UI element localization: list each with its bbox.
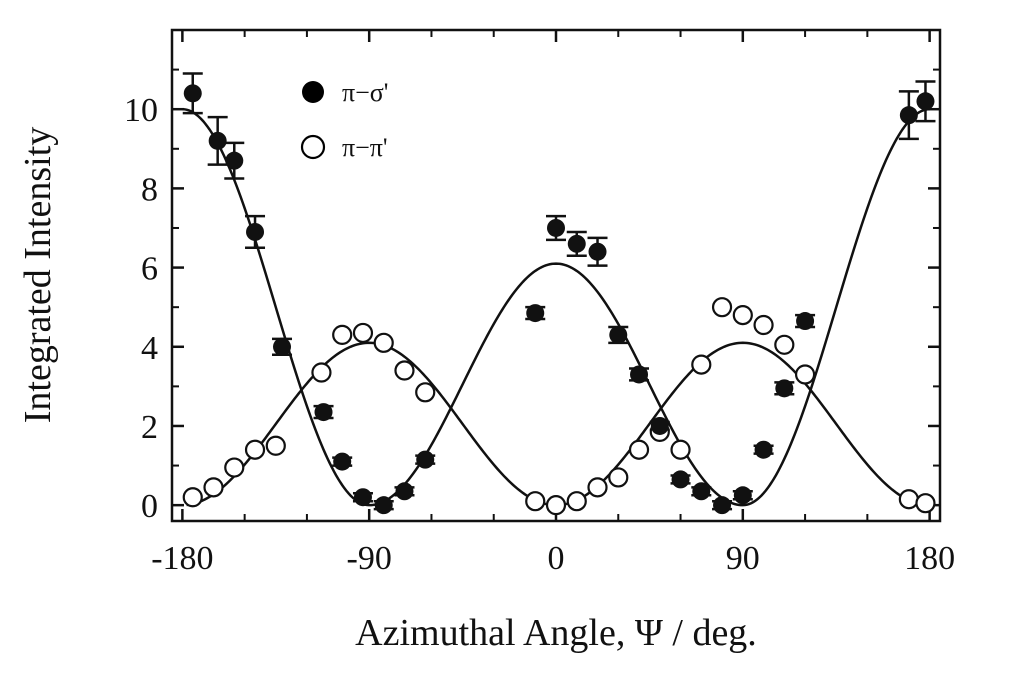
point-pi-pi xyxy=(352,322,374,344)
point-pi-pi xyxy=(203,477,224,498)
point-pi-sigma xyxy=(183,84,202,103)
error-bars xyxy=(182,72,936,511)
point-pi-sigma xyxy=(208,131,227,150)
plot-frame xyxy=(170,28,942,523)
point-pi-pi xyxy=(915,493,936,514)
point-pi-pi xyxy=(898,489,919,510)
point-pi-sigma xyxy=(314,403,333,422)
point-pi-sigma xyxy=(273,337,292,356)
legend-marker-open xyxy=(300,134,326,160)
point-pi-sigma xyxy=(899,106,918,125)
data-points xyxy=(182,84,936,516)
point-pi-pi xyxy=(711,297,733,318)
fit-curve-pi-pi xyxy=(186,341,926,507)
y-tick-labels: 0 2 4 6 8 10 xyxy=(124,92,158,525)
point-pi-pi xyxy=(311,362,332,383)
y-tick-label: 6 xyxy=(141,251,158,288)
x-tick-label: -180 xyxy=(151,540,213,577)
point-pi-pi xyxy=(394,360,415,381)
point-pi-sigma xyxy=(796,312,815,331)
point-pi-pi xyxy=(224,457,245,478)
y-tick-label: 8 xyxy=(141,171,158,208)
point-pi-pi xyxy=(774,334,795,355)
fit-curves xyxy=(182,107,930,507)
point-pi-pi xyxy=(415,382,436,403)
point-pi-sigma xyxy=(754,440,773,459)
fit-curve-pi-sigma xyxy=(182,107,930,507)
y-tick-label: 0 xyxy=(141,488,158,525)
point-pi-pi xyxy=(244,439,266,460)
point-pi-sigma xyxy=(353,488,372,507)
x-tick-label: 90 xyxy=(726,540,760,577)
legend-marker-filled xyxy=(302,81,324,103)
point-pi-sigma xyxy=(225,151,244,170)
point-pi-sigma xyxy=(526,304,545,323)
point-pi-pi xyxy=(691,354,712,375)
y-tick-label: 2 xyxy=(141,409,158,446)
x-tick-label: 180 xyxy=(904,540,955,577)
point-pi-pi xyxy=(794,364,816,385)
point-pi-pi xyxy=(566,491,587,512)
point-pi-sigma xyxy=(246,222,265,241)
point-pi-pi xyxy=(182,487,203,508)
point-pi-sigma xyxy=(374,496,393,515)
legend-label-pi-pi: π−π' xyxy=(342,133,388,162)
y-axis-title: Integrated Intensity xyxy=(17,127,59,424)
point-pi-sigma xyxy=(671,470,690,489)
legend: π−σ' π−π' xyxy=(300,78,389,162)
point-pi-pi xyxy=(732,304,753,326)
point-pi-sigma xyxy=(609,325,628,344)
point-pi-pi xyxy=(628,439,650,460)
point-pi-sigma xyxy=(630,365,649,384)
point-pi-sigma xyxy=(713,496,732,515)
point-pi-sigma xyxy=(588,242,607,261)
legend-label-pi-sigma: π−σ' xyxy=(342,78,389,107)
point-pi-pi xyxy=(587,477,608,498)
x-tick-label: 0 xyxy=(548,540,565,577)
point-pi-pi xyxy=(753,314,774,336)
point-pi-sigma xyxy=(416,450,435,469)
point-pi-sigma xyxy=(692,482,711,501)
point-pi-pi xyxy=(373,332,394,353)
point-pi-sigma xyxy=(333,452,352,471)
x-axis-title: Azimuthal Angle, Ψ / deg. xyxy=(355,612,757,654)
point-pi-sigma xyxy=(916,92,935,111)
point-pi-sigma xyxy=(733,486,752,505)
point-pi-sigma xyxy=(567,234,586,253)
axis-ticks xyxy=(172,30,940,521)
point-pi-pi xyxy=(608,467,629,488)
y-tick-label: 4 xyxy=(141,330,158,367)
x-tick-label: -90 xyxy=(347,540,392,577)
point-pi-pi xyxy=(670,439,691,460)
point-pi-sigma xyxy=(775,379,794,398)
point-pi-pi xyxy=(545,495,567,516)
point-pi-sigma xyxy=(395,482,414,501)
point-pi-pi xyxy=(332,324,353,345)
y-tick-label: 10 xyxy=(124,92,158,129)
x-tick-labels: -180 -90 0 90 180 xyxy=(151,540,955,577)
point-pi-sigma xyxy=(547,218,565,237)
point-pi-pi xyxy=(265,435,286,456)
point-pi-pi xyxy=(525,491,546,512)
point-pi-sigma xyxy=(650,416,669,435)
